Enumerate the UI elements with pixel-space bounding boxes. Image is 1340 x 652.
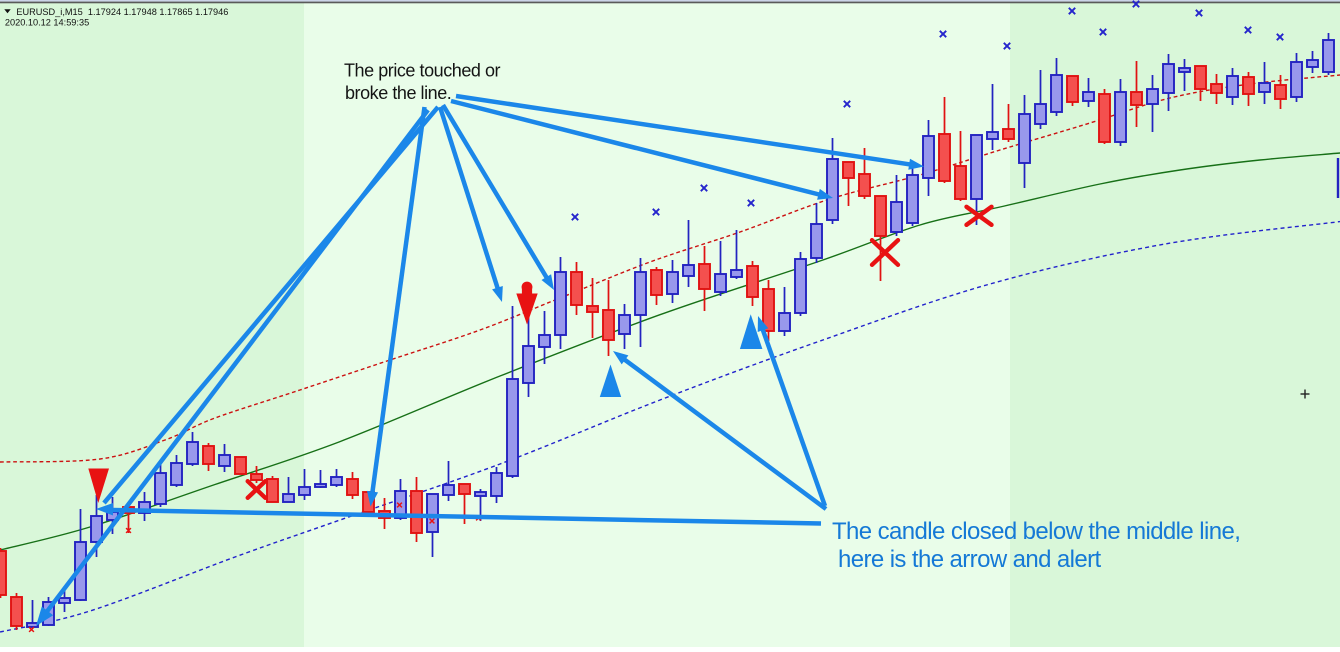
svg-text:EURUSD_i,M15 1.17924 1.17948: EURUSD_i,M15 1.17924 1.17948 1.17865 1.1… xyxy=(16,7,228,17)
svg-text:broke the line.: broke the line. xyxy=(345,83,451,103)
svg-text:2020.10.12 14:59:35: 2020.10.12 14:59:35 xyxy=(5,17,89,27)
svg-text:The price touched or: The price touched or xyxy=(344,61,501,81)
svg-text:The candle closed below the mi: The candle closed below the middle line, xyxy=(832,518,1240,545)
svg-text:here is the arrow and alert: here is the arrow and alert xyxy=(838,546,1102,573)
